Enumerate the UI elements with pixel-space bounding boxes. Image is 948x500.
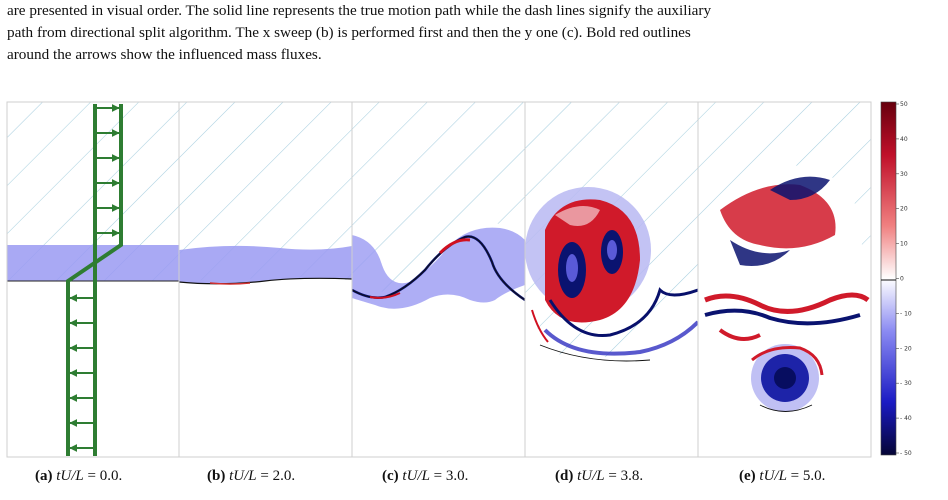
subcaption-expr: tU/L <box>56 468 84 484</box>
subcaption-expr: tU/L <box>577 468 605 484</box>
caption-line: are presented in visual order. The solid… <box>7 2 712 19</box>
figure-caption-text: are presented in visual order. The solid… <box>7 0 941 66</box>
colorbar-tick-label: - 20 <box>900 345 912 352</box>
subcaption-value: = 5.0. <box>790 468 826 484</box>
colorbar-tick-label: - 40 <box>900 415 912 422</box>
subcaption-value: = 2.0. <box>260 468 296 484</box>
subcaption-d: (d) tU/L = 3.8. <box>555 468 643 485</box>
subcaption-e: (e) tU/L = 5.0. <box>739 468 825 485</box>
panel-frames <box>6 101 872 458</box>
colorbar-tick-label: - 50 <box>900 450 912 457</box>
subcaption-expr: tU/L <box>759 468 787 484</box>
subcaption-label: (c) <box>382 468 399 484</box>
subcaption-c: (c) tU/L = 3.0. <box>382 468 468 485</box>
subcaption-label: (e) <box>739 468 756 484</box>
panel-b-plot <box>179 102 352 285</box>
subcaption-label: (a) <box>35 468 53 484</box>
subcaption-expr: tU/L <box>229 468 257 484</box>
subcaption-label: (d) <box>555 468 574 484</box>
colorbar-tick-label: 30 <box>900 171 908 178</box>
colorbar-tick-label: 20 <box>900 206 908 213</box>
subcaption-a: (a) tU/L = 0.0. <box>35 468 122 485</box>
panel-c-plot <box>352 102 525 309</box>
colorbar-tick-label: - 10 <box>900 310 912 317</box>
colorbar-ticks: 50 40 30 20 10 0 - 10 - 20 - 30 - 40 - 50 <box>896 101 912 457</box>
subcaption-b: (b) tU/L = 2.0. <box>207 468 295 485</box>
colorbar-tick-label: 50 <box>900 101 908 108</box>
caption-line: path from directional split algorithm. T… <box>7 24 691 41</box>
colorbar-tick-label: 0 <box>900 276 904 283</box>
subcaption-label: (b) <box>207 468 226 484</box>
colorbar: 50 40 30 20 10 0 - 10 - 20 - 30 - 40 - 50 <box>880 101 912 457</box>
subcaption-value: = 0.0. <box>87 468 123 484</box>
subcaption-value: = 3.8. <box>608 468 644 484</box>
caption-line: around the arrows show the influenced ma… <box>7 46 322 63</box>
panel-e-plot <box>698 102 871 457</box>
velocity-profile <box>66 104 123 456</box>
colorbar-tick-label: 10 <box>900 241 908 248</box>
panel-d-plot <box>525 102 698 457</box>
subcaption-value: = 3.0. <box>433 468 469 484</box>
colorbar-tick-label: 40 <box>900 136 908 143</box>
colorbar-tick-label: - 30 <box>900 380 912 387</box>
velocity-arrows <box>69 104 120 452</box>
subcaption-expr: tU/L <box>402 468 430 484</box>
